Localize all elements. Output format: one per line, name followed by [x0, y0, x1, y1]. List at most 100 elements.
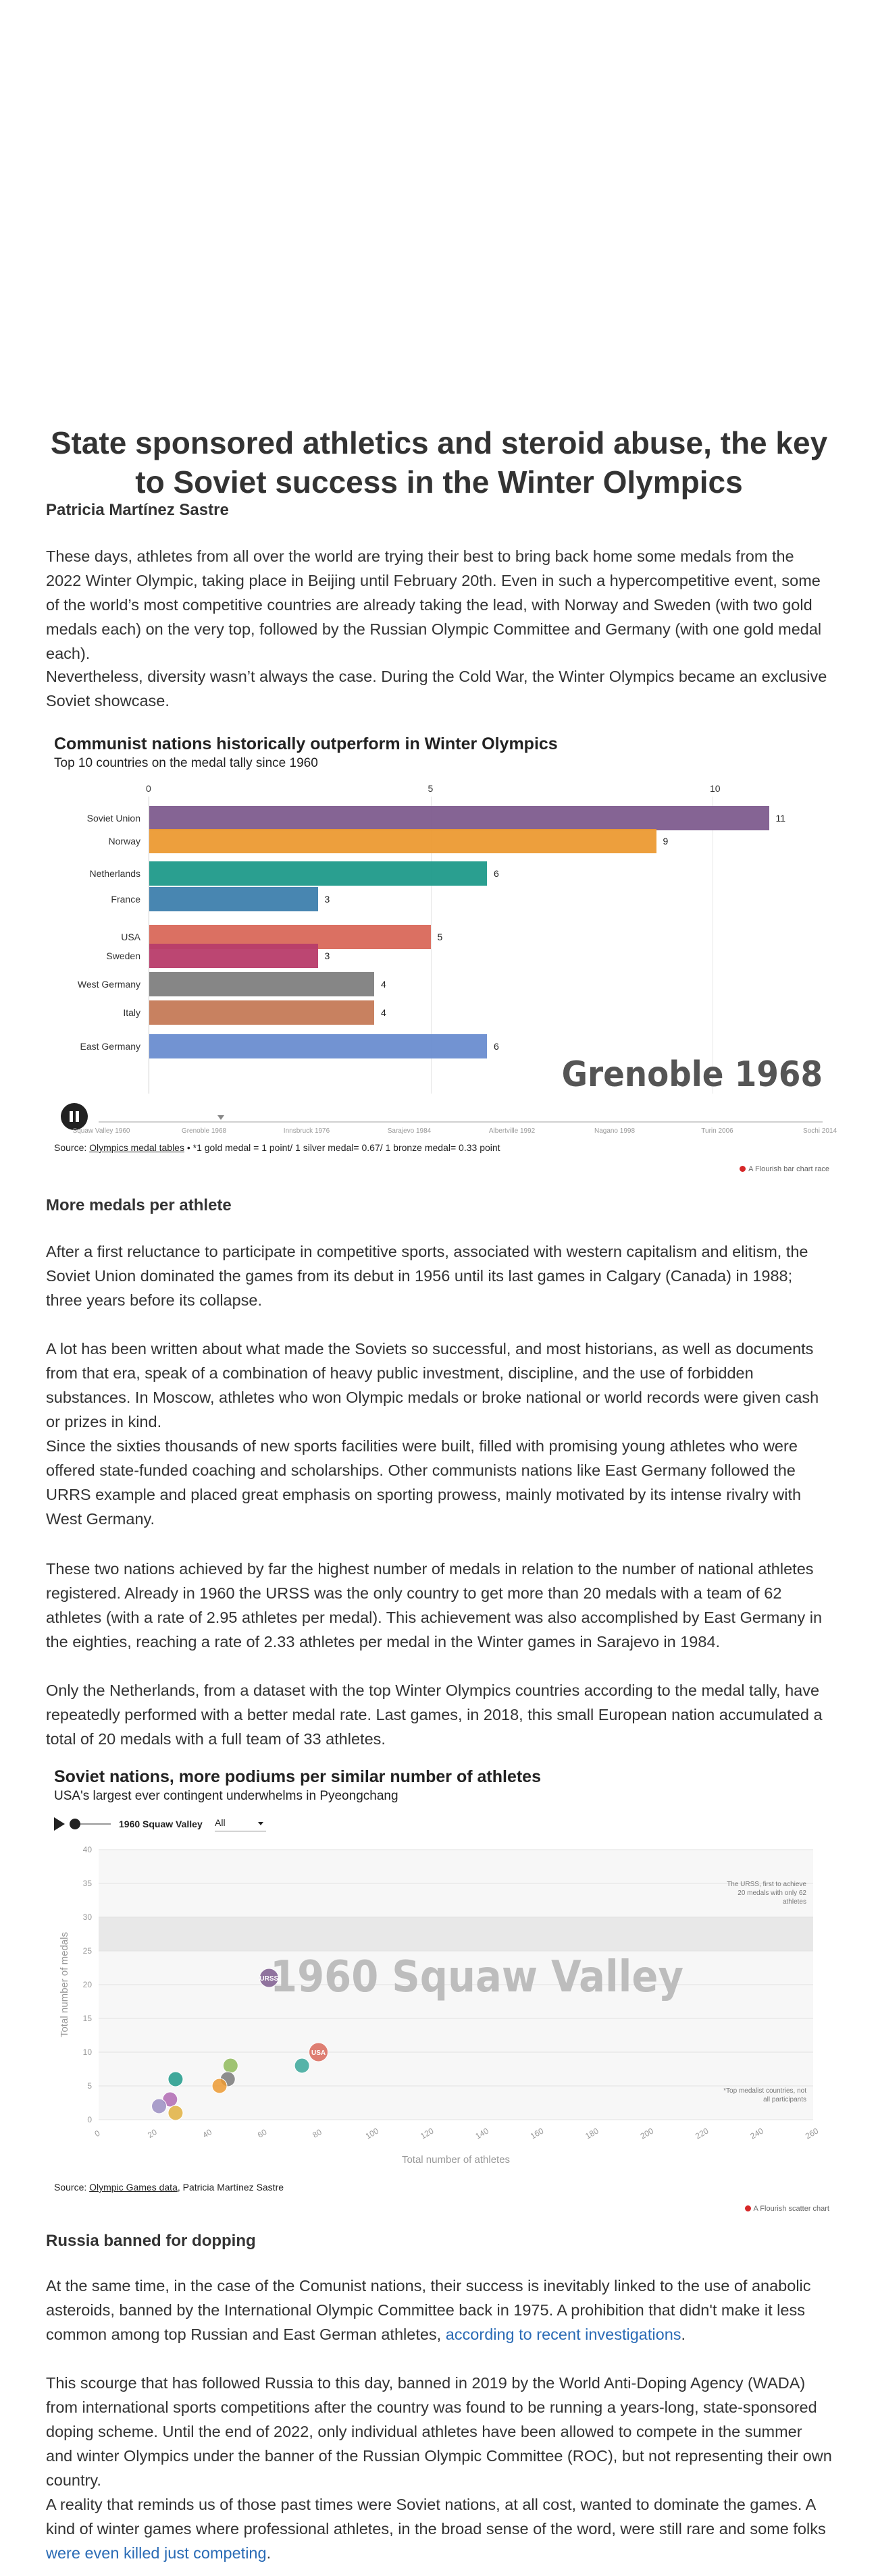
- bar-chart-race: Communist nations historically outperfor…: [0, 729, 878, 1175]
- chart1-source: Source: Olympics medal tables • *1 gold …: [54, 1142, 500, 1153]
- chart2-source: Source: Olympic Games data, Patricia Mar…: [54, 2182, 284, 2193]
- scatter-y-tick-label: 40: [83, 1845, 93, 1854]
- chart2-filter-select[interactable]: All: [215, 1817, 266, 1831]
- section1-paragraph-4: These two nations achieved by far the hi…: [46, 1559, 823, 1651]
- timeline-tick-label[interactable]: Squaw Valley 1960: [72, 1127, 130, 1135]
- investigations-link[interactable]: according to recent investigations: [445, 2325, 681, 2343]
- chart2-title: Soviet nations, more podiums per similar…: [54, 1767, 541, 1786]
- intro-paragraph-2: Nevertheless, diversity wasn’t always th…: [46, 667, 827, 709]
- bar-value-label: 3: [324, 894, 330, 905]
- scatter-annotation-urss: 20 medals with only 62: [738, 1889, 806, 1897]
- scatter-y-tick-label: 35: [83, 1879, 93, 1888]
- scatter-point: [167, 2071, 184, 2087]
- scatter-x-tick-label: 20: [146, 2127, 159, 2140]
- timeline-track[interactable]: [99, 1121, 823, 1123]
- bar-value-label: 5: [437, 932, 443, 942]
- timeline-tick-label[interactable]: Innsbruck 1976: [283, 1127, 330, 1135]
- bar-category-label: France: [111, 894, 140, 905]
- scatter-plot-area: 0 5 10 15 20 25 30 35 40 0 20 40 60 80 100 120 140 160 180…: [59, 1845, 820, 2166]
- scatter-y-tick-label: 5: [87, 2081, 92, 2091]
- scatter-y-tick-label: 10: [83, 2047, 93, 2057]
- flourish-logo-icon: [744, 2205, 751, 2211]
- bar-category-label: Netherlands: [89, 868, 141, 879]
- scatter-x-tick-label: 40: [201, 2127, 213, 2140]
- chart1-source-link[interactable]: Olympics medal tables: [89, 1142, 184, 1153]
- timeline-tick-label[interactable]: Nagano 1998: [594, 1127, 636, 1135]
- bar-category-label: Sweden: [106, 950, 140, 961]
- chart2-slider-handle[interactable]: [70, 1819, 80, 1829]
- section-heading-medals: More medals per athlete: [46, 1196, 232, 1214]
- scatter-y-axis-title: Total number of medals: [59, 1932, 70, 2037]
- chart2-flourish-credit[interactable]: A Flourish scatter chart: [744, 2205, 829, 2213]
- chart1-title: Communist nations historically outperfor…: [54, 734, 558, 753]
- bar-value-label: 6: [494, 1041, 499, 1052]
- bar-netherlands: [149, 861, 487, 886]
- bar-plot-area: 0 5 10 Soviet Union 11 Norway 9 Netherlands 6 Fra…: [0, 729, 878, 1134]
- section2-paragraph-2: This scourge that has followed Russia to…: [46, 2373, 832, 2489]
- scatter-x-tick-label: 120: [419, 2126, 436, 2141]
- bar-italy: [149, 1000, 374, 1025]
- chart2-play-year: 1960 Squaw Valley: [119, 1819, 203, 1829]
- killed-competing-link[interactable]: were even killed just competing: [46, 2544, 267, 2562]
- scatter-x-tick-label: 220: [694, 2126, 711, 2141]
- intro-paragraph-1: These days, athletes from all over the w…: [46, 547, 822, 662]
- bar-east-germany: [149, 1034, 487, 1058]
- bar-category-label: Norway: [108, 836, 140, 847]
- scatter-point: [167, 2105, 184, 2121]
- bar-category-label: West Germany: [77, 979, 140, 990]
- chart2-source-link[interactable]: Olympic Games data: [89, 2182, 178, 2193]
- scatter-x-tick-label: 200: [639, 2126, 656, 2141]
- bar-soviet-union: [149, 806, 769, 830]
- chart2-slider[interactable]: [70, 1823, 111, 1825]
- timeline-tick-label[interactable]: Sochi 2014: [802, 1127, 837, 1135]
- timeline-handle[interactable]: [217, 1115, 224, 1120]
- scatter-y-tick-label: 0: [87, 2115, 92, 2124]
- scatter-y-tick-label: 20: [83, 1980, 93, 1989]
- bar-category-label: USA: [121, 932, 140, 942]
- chart1-flourish-credit[interactable]: A Flourish bar chart race: [740, 1165, 829, 1173]
- pause-button[interactable]: [61, 1103, 88, 1130]
- section1-paragraph-1: After a first reluctance to participate …: [46, 1242, 808, 1309]
- scatter-annotation-urss: athletes: [783, 1898, 806, 1906]
- scatter-annotation-urss: The URSS, first to achieve: [727, 1881, 806, 1888]
- bar-france: [149, 887, 318, 911]
- chart2-play-button[interactable]: [54, 1817, 65, 1831]
- timeline-tick-label[interactable]: Albertville 1992: [488, 1127, 536, 1135]
- scatter-point-label: URSS: [259, 1975, 278, 1983]
- scatter-point: [309, 2042, 329, 2062]
- section-heading-doping: Russia banned for dopping: [46, 2232, 256, 2250]
- bar-value-label: 3: [324, 950, 330, 961]
- timeline-tick-label[interactable]: Grenoble 1968: [181, 1127, 227, 1135]
- bar-axis-tick: 10: [710, 783, 721, 794]
- bar-axis-tick: 0: [146, 783, 151, 794]
- bar-value-label: 11: [775, 813, 786, 824]
- scatter-y-tick-label: 30: [83, 1912, 93, 1922]
- bar-sweden: [149, 944, 318, 968]
- timeline-tick-label[interactable]: Turin 2006: [701, 1127, 733, 1135]
- scatter-point: [222, 2058, 238, 2074]
- article-author: Patricia Martínez Sastre: [46, 501, 229, 519]
- bar-category-label: East Germany: [80, 1041, 140, 1052]
- section1-paragraph-2: A lot has been written about what made t…: [46, 1339, 819, 1430]
- scatter-x-tick-label: 180: [584, 2126, 600, 2141]
- timeline-tick-label[interactable]: Sarajevo 1984: [387, 1127, 432, 1135]
- bar-value-label: 9: [663, 836, 669, 847]
- bar-value-label: 4: [381, 979, 386, 990]
- chart1-subtitle: Top 10 countries on the medal tally sinc…: [54, 756, 318, 770]
- section1-paragraph-5: Only the Netherlands, from a dataset wit…: [46, 1681, 823, 1748]
- scatter-y-tick-label: 15: [83, 2014, 93, 2023]
- chart1-year-label: Grenoble 1968: [561, 1054, 823, 1095]
- scatter-x-tick-label: 140: [474, 2126, 491, 2141]
- section1-paragraph-3: Since the sixties thousands of new sport…: [46, 1437, 802, 1528]
- scatter-x-tick-label: 80: [311, 2127, 324, 2140]
- bar-value-label: 6: [494, 868, 499, 879]
- section2-paragraph-1: At the same time, in the case of the Com…: [46, 2276, 811, 2343]
- scatter-chart: Soviet nations, more podiums per similar…: [0, 1762, 878, 2221]
- bar-category-label: Soviet Union: [86, 813, 140, 824]
- scatter-x-tick-label: 240: [748, 2126, 765, 2141]
- scatter-highlight-band: [99, 1917, 813, 1951]
- scatter-point: [211, 2078, 228, 2094]
- bar-axis-tick: 5: [428, 783, 434, 794]
- scatter-y-tick-label: 25: [83, 1946, 93, 1956]
- bar-west-germany: [149, 972, 374, 996]
